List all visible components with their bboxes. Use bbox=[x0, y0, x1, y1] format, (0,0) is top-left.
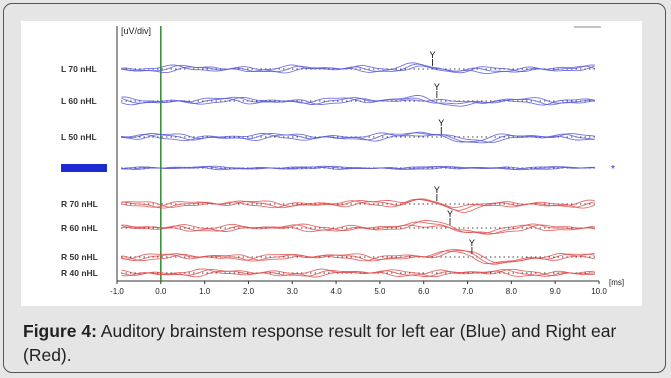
wave-v-marker: Y bbox=[434, 82, 440, 92]
waveform-trace bbox=[121, 269, 595, 277]
x-tick-label: 10.0 bbox=[591, 287, 607, 296]
abr-waveform-chart: [uV/div] [ms] -1.0 0.0 1.0 2.0 3.0 4.0 5.0 6.0 7.0… bbox=[61, 26, 624, 296]
x-tick-label: 6.0 bbox=[418, 287, 430, 296]
waveform-label: R 50 nHL bbox=[61, 252, 98, 262]
waveform-trace bbox=[121, 219, 595, 234]
waveform-trace bbox=[121, 198, 595, 213]
y-axis-label: [uV/div] bbox=[121, 26, 151, 36]
side-marker: * bbox=[611, 164, 615, 175]
wave-v-marker: Y bbox=[438, 118, 444, 128]
waveform-trace bbox=[121, 166, 595, 171]
waveform-trace bbox=[121, 221, 595, 235]
x-tick-label: 5.0 bbox=[374, 287, 386, 296]
x-tick-label: 4.0 bbox=[331, 287, 343, 296]
wave-v-marker: Y bbox=[434, 185, 440, 195]
figure-caption: Figure 4: Auditory brainstem response re… bbox=[23, 319, 653, 367]
figure-card: [uV/div] [ms] -1.0 0.0 1.0 2.0 3.0 4.0 5.0 6.0 7.0… bbox=[3, 3, 666, 373]
x-tick-label: -1.0 bbox=[110, 287, 124, 296]
x-tick-label: 9.0 bbox=[550, 287, 562, 296]
wave-v-marker: Y bbox=[469, 238, 475, 248]
x-tick-label: 3.0 bbox=[287, 287, 299, 296]
wave-v-marker: Y bbox=[429, 50, 435, 60]
waveform-trace bbox=[121, 63, 595, 73]
waveform-trace bbox=[121, 249, 595, 265]
waveform-trace bbox=[121, 62, 595, 75]
waveform-trace bbox=[121, 97, 595, 106]
x-tick-label: 2.0 bbox=[243, 287, 255, 296]
waveform-label: L 50 nHL bbox=[61, 132, 97, 142]
x-tick-label: 0.0 bbox=[155, 287, 167, 296]
x-tick-label: 1.0 bbox=[199, 287, 211, 296]
waveform-label: R 70 nHL bbox=[61, 199, 98, 209]
waveform-label: R 40 nHL bbox=[61, 268, 98, 278]
waveform-trace bbox=[121, 131, 595, 143]
x-tick-label: 8.0 bbox=[506, 287, 518, 296]
figure-caption-text: Auditory brainstem response result for l… bbox=[23, 321, 617, 365]
waveform-label: L 60 nHL bbox=[61, 96, 97, 106]
highlighted-row-label bbox=[61, 164, 107, 172]
waveform-trace bbox=[121, 199, 595, 211]
waveform-trace bbox=[121, 268, 595, 277]
waveform-label: L 70 nHL bbox=[61, 64, 97, 74]
figure-label: Figure 4: bbox=[23, 321, 97, 341]
waveform-trace bbox=[121, 96, 595, 106]
waveform-label: R 60 nHL bbox=[61, 223, 98, 233]
waveform-trace bbox=[121, 250, 595, 265]
wave-v-marker: Y bbox=[447, 209, 453, 219]
abr-plot-panel: [uV/div] [ms] -1.0 0.0 1.0 2.0 3.0 4.0 5.0 6.0 7.0… bbox=[21, 21, 642, 306]
waveform-trace bbox=[121, 198, 595, 209]
waveform-trace bbox=[121, 223, 595, 234]
waveform-trace bbox=[121, 132, 595, 143]
x-axis-label: [ms] bbox=[609, 278, 624, 287]
x-tick-label: 7.0 bbox=[462, 287, 474, 296]
